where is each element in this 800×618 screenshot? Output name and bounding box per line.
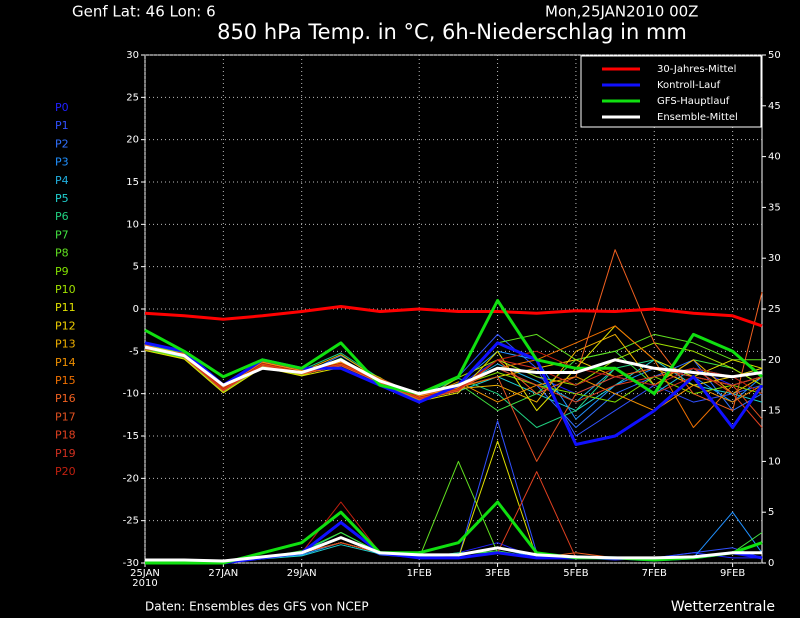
y-tick-label: 20 [126, 135, 139, 146]
legend-label: Ensemble-Mittel [657, 112, 738, 123]
y2-tick-label: 45 [768, 101, 781, 112]
y2-tick-label: 0 [768, 558, 774, 569]
brand: Wetterzentrale [671, 599, 775, 615]
x-tick-label: 25JAN [130, 568, 160, 579]
y2-tick-label: 20 [768, 355, 781, 366]
member-label: P2 [55, 137, 69, 150]
x-year-label: 2010 [132, 578, 157, 589]
y-tick-label: 5 [133, 262, 139, 273]
y-tick-label: -10 [123, 389, 139, 400]
member-label: P12 [55, 319, 76, 332]
member-label: P4 [55, 174, 69, 187]
y-tick-label: -30 [123, 558, 139, 569]
y-tick-label: -25 [123, 516, 139, 527]
legend-label: GFS-Hauptlauf [657, 96, 730, 107]
y-tick-label: 10 [126, 219, 139, 230]
main-temp-line [144, 305, 763, 328]
member-label: P20 [55, 465, 76, 478]
y2-tick-label: 15 [768, 406, 781, 417]
member-label: P3 [55, 156, 69, 169]
main-temp-line [144, 299, 763, 396]
y-tick-label: 0 [133, 304, 139, 315]
member-label: P10 [55, 283, 76, 296]
run-time: Mon,25JAN2010 00Z [545, 3, 698, 21]
member-label: P18 [55, 429, 76, 442]
x-tick-label: 29JAN [287, 568, 317, 579]
y2-tick-label: 10 [768, 456, 781, 467]
x-tick-label: 7FEB [642, 568, 667, 579]
x-tick-label: 27JAN [208, 568, 238, 579]
legend-label: 30-Jahres-Mittel [657, 64, 736, 75]
member-label: P9 [55, 265, 69, 278]
y2-tick-label: 5 [768, 507, 774, 518]
member-label: P17 [55, 410, 76, 423]
y-tick-label: -15 [123, 431, 139, 442]
y-tick-label: -5 [129, 346, 139, 357]
location: Genf Lat: 46 Lon: 6 [72, 3, 216, 21]
member-precip-line [145, 471, 763, 564]
y2-tick-label: 30 [768, 253, 781, 264]
member-label: P8 [55, 247, 69, 260]
y2-tick-label: 50 [768, 50, 781, 61]
member-label: P11 [55, 301, 76, 314]
x-tick-label: 9FEB [720, 568, 745, 579]
member-label: P16 [55, 392, 76, 405]
legend-label: Kontroll-Lauf [657, 80, 721, 91]
member-label: P7 [55, 228, 69, 241]
source: Daten: Ensembles des GFS von NCEP [145, 600, 369, 614]
y-tick-label: 30 [126, 50, 139, 61]
member-label: P15 [55, 374, 76, 387]
member-label: P0 [55, 101, 69, 114]
member-label: P13 [55, 338, 76, 351]
y-tick-label: -20 [123, 473, 139, 484]
x-tick-label: 5FEB [563, 568, 588, 579]
member-label: P14 [55, 356, 76, 369]
member-precip-line [145, 420, 763, 564]
member-precip-line [145, 460, 763, 564]
y-tick-label: 15 [126, 177, 139, 188]
y2-tick-label: 25 [768, 304, 781, 315]
member-temp-line [144, 325, 763, 412]
y2-tick-label: 35 [768, 202, 781, 213]
main-precip-line [145, 500, 763, 565]
member-label: P6 [55, 210, 69, 223]
chart-title: 850 hPa Temp. in °C, 6h-Niederschlag in … [217, 20, 687, 44]
x-tick-label: 1FEB [407, 568, 432, 579]
member-temp-line [144, 345, 763, 398]
x-tick-label: 3FEB [485, 568, 510, 579]
member-label: P1 [55, 119, 69, 132]
y-tick-label: 25 [126, 92, 139, 103]
member-label: P5 [55, 192, 69, 205]
main-temp-line [144, 345, 763, 396]
main-precip-line [145, 536, 762, 563]
y2-tick-label: 40 [768, 152, 781, 163]
member-label: P19 [55, 447, 76, 460]
